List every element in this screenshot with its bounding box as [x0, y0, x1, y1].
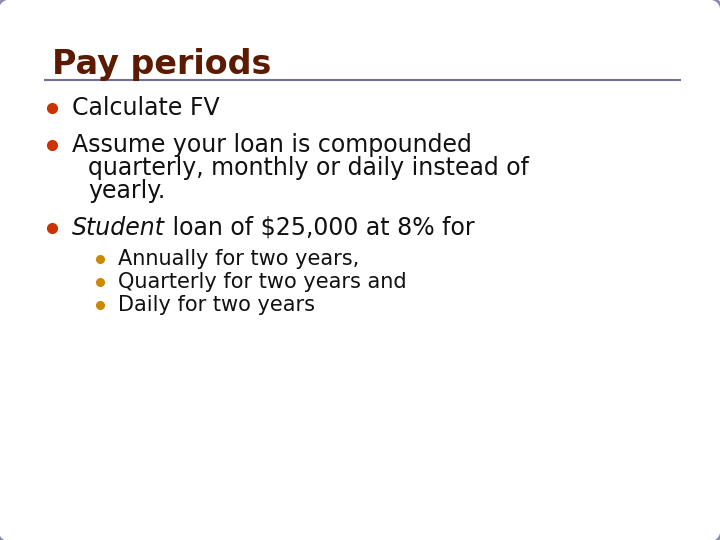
Text: loan of $25,000 at 8% for: loan of $25,000 at 8% for: [165, 216, 474, 240]
Text: yearly.: yearly.: [88, 179, 166, 203]
Text: Annually for two years,: Annually for two years,: [118, 249, 359, 269]
Text: Student: Student: [72, 216, 165, 240]
Text: Calculate FV: Calculate FV: [72, 96, 220, 120]
Text: Pay periods: Pay periods: [52, 48, 271, 81]
Text: quarterly, monthly or daily instead of: quarterly, monthly or daily instead of: [88, 156, 529, 180]
Text: Daily for two years: Daily for two years: [118, 295, 315, 315]
Text: Assume your loan is compounded: Assume your loan is compounded: [72, 133, 472, 157]
Text: Quarterly for two years and: Quarterly for two years and: [118, 272, 407, 292]
